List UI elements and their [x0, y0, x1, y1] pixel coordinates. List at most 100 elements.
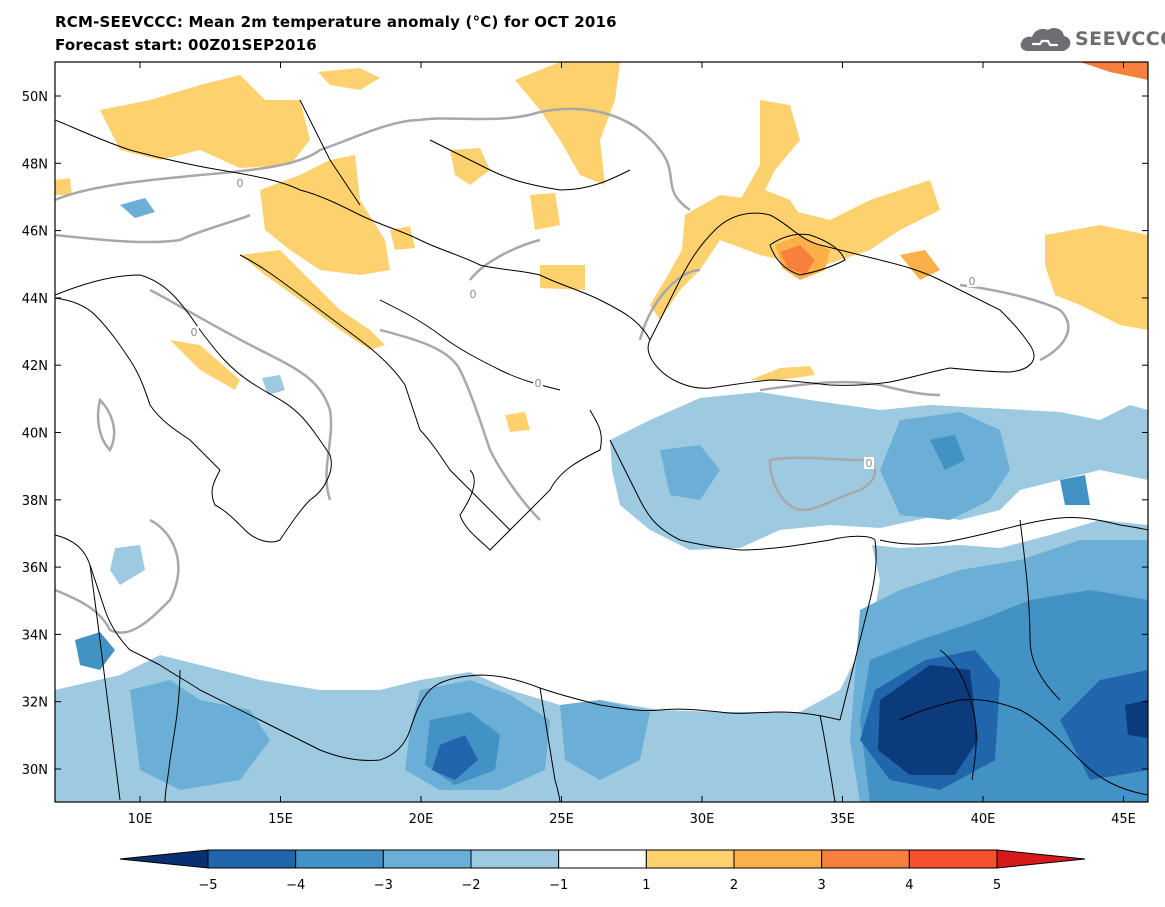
coastline-egypt [539, 687, 841, 721]
coastline-adriatic [239, 254, 511, 531]
zero-contour-north [55, 107, 691, 212]
colorbar-box [295, 849, 384, 869]
contour-label-bg [533, 377, 543, 389]
colorbar-arrow-high [996, 849, 1086, 869]
hot-area-north-edge [1080, 62, 1148, 80]
warm-area-germany [100, 75, 310, 168]
hot-area-crimea [780, 245, 815, 275]
cold-area-italy [262, 375, 285, 395]
border-main-4 [539, 274, 651, 341]
warm-area-greece [505, 412, 530, 432]
lat-label: 42N [22, 359, 48, 374]
border-main-13 [819, 714, 836, 802]
warm-area-romania [540, 265, 585, 290]
colorbar-tick-label: −1 [549, 878, 568, 893]
map-fields [55, 62, 1148, 802]
border-main-11 [164, 669, 181, 802]
lon-label: 30E [690, 812, 715, 827]
colorbar-arrow-low [119, 849, 209, 869]
dark-area-iraq [1060, 670, 1148, 780]
zero-contour-black-sea [638, 268, 701, 341]
contour-label-bg [967, 275, 977, 287]
lon-label: 10E [128, 812, 153, 827]
warm-area-caspian [1045, 225, 1148, 330]
map-title: RCM-SEEVCCC: Mean 2m temperature anomaly… [55, 13, 617, 31]
forecast-start-label: Forecast start: 00Z01SEP2016 [55, 36, 317, 54]
darkest-area-iraq [1125, 700, 1148, 738]
lat-label: 40N [22, 427, 48, 442]
cold-area-tunisia [110, 545, 145, 585]
zero-contour-anatolia [768, 456, 877, 512]
colorbar-box [558, 849, 647, 869]
contour-label-bg [189, 326, 199, 338]
warm-area-poland [515, 62, 620, 185]
cooler-area-east-turkey [930, 435, 965, 470]
lon-label: 20E [409, 812, 434, 827]
contour-label: 0 [191, 326, 198, 339]
colorbar-box [470, 849, 560, 869]
border-main-5 [379, 299, 561, 391]
lat-label: 32N [22, 696, 48, 711]
border-main-6 [879, 517, 1148, 545]
cool-area-turkey [660, 445, 720, 500]
colorbar-tick-label: 3 [818, 878, 826, 893]
colorbar-tick-label: 4 [905, 878, 913, 893]
coastline-libya [159, 664, 541, 761]
lon-label: 45E [1111, 812, 1136, 827]
border-main-2 [299, 99, 361, 206]
border-main-8 [899, 699, 1148, 796]
lat-label: 50N [22, 90, 48, 105]
colorbar-tick-label: −4 [286, 878, 305, 893]
lon-label: 15E [268, 812, 293, 827]
longitude-axis: 10E 15E 20E 25E 30E 35E 40E 45E [128, 62, 1136, 827]
warm-area-ukraine [740, 100, 800, 225]
zero-contour-italy [149, 288, 333, 501]
colorbar-tick-label: 1 [642, 878, 650, 893]
contour-label: 0 [470, 288, 477, 301]
lat-label: 44N [22, 292, 48, 307]
colorbar-tick-label: −2 [461, 878, 480, 893]
zero-contour-balkans [379, 328, 541, 521]
warm-area-hungary [530, 193, 560, 230]
colorbar-box [645, 849, 735, 869]
warm-area-caucasus-coast [900, 250, 940, 280]
latitude-axis: 50N 48N 46N 44N 42N 40N 38N 36N 34N 32N 30N [22, 90, 1148, 778]
warm-area-adriatic-coast [240, 250, 385, 350]
coastline-italy [55, 274, 332, 543]
warm-area-italy-south [170, 340, 240, 390]
contour-label: 0 [866, 457, 873, 470]
colorbar-tick-label: 5 [993, 878, 1001, 893]
zero-contour-sardinia [96, 397, 116, 453]
coastlines-and-borders [55, 99, 1148, 802]
cold-anomaly-areas [55, 198, 1148, 802]
lon-label: 25E [549, 812, 574, 827]
border-main-10 [89, 564, 121, 801]
coastline-turkey-south [609, 439, 876, 551]
colorbar-box [821, 849, 910, 869]
zero-contour-caucasus [959, 283, 1070, 362]
lon-label: 35E [830, 812, 855, 827]
contour-label: 0 [237, 177, 244, 190]
border-main-12 [539, 687, 561, 802]
warm-area-austria [260, 155, 390, 275]
lat-label: 36N [22, 561, 48, 576]
colorbar-tick-label: −3 [374, 878, 393, 893]
zero-contour-romania [469, 238, 541, 281]
contour-label-bg [864, 457, 874, 469]
lon-label: 40E [971, 812, 996, 827]
coastline-black-sea [647, 212, 1035, 389]
coastline-levant [839, 539, 877, 721]
border-main-9 [1019, 519, 1061, 701]
contour-label: 0 [535, 377, 542, 390]
contour-label: 0 [969, 275, 976, 288]
border-main-3 [429, 139, 631, 191]
zero-contour-africa [55, 518, 180, 634]
colorbar-box [733, 849, 823, 869]
colorbar: −5 −4 −3 −2 −1 1 2 3 4 5 [119, 849, 1086, 893]
coastline-greece [459, 409, 602, 551]
cool-area-egypt [560, 700, 650, 780]
warm-area-czech [318, 68, 380, 90]
warm-area-turkey-coast [750, 366, 815, 380]
contour-label-bg [235, 177, 245, 189]
lat-label: 48N [22, 157, 48, 172]
